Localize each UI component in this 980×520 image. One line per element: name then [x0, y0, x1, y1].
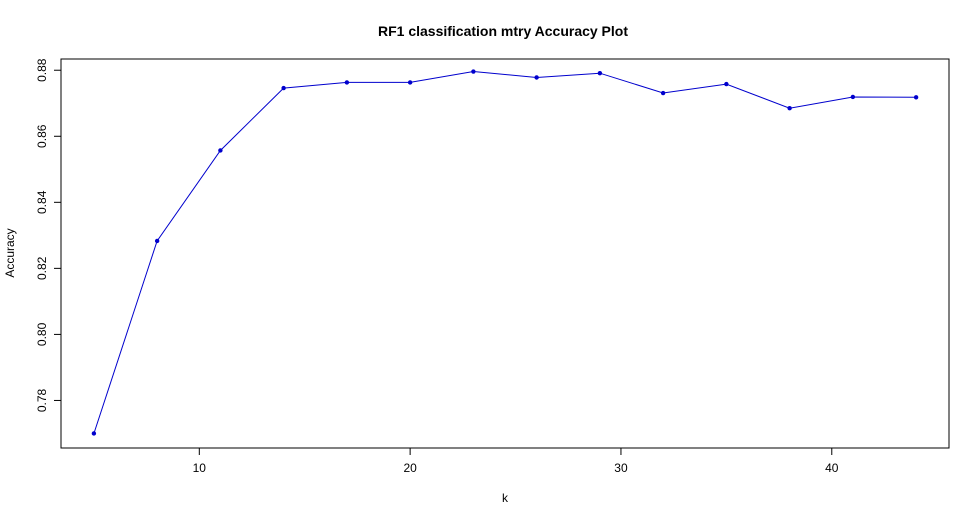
data-point	[344, 80, 350, 85]
chart-title: RF1 classification mtry Accuracy Plot	[378, 23, 628, 39]
data-point	[471, 69, 476, 74]
x-tick-label: 10	[193, 461, 207, 475]
data-point	[597, 70, 603, 76]
y-tick-label: 0.84	[35, 190, 49, 214]
data-point	[724, 81, 729, 87]
y-tick-label: 0.86	[35, 124, 49, 148]
x-tick-label: 40	[825, 461, 839, 475]
data-point	[913, 95, 919, 100]
data-point	[407, 80, 413, 85]
y-tick-label: 0.80	[35, 322, 49, 346]
data-point	[281, 85, 286, 91]
y-tick-label: 0.78	[35, 388, 49, 412]
y-axis-label: Accuracy	[3, 228, 17, 277]
y-tick-label: 0.88	[35, 58, 49, 82]
data-point	[850, 94, 856, 100]
x-axis-label: k	[502, 491, 509, 505]
accuracy-series-line	[93, 70, 917, 434]
y-tick-label: 0.82	[35, 256, 49, 280]
data-point	[218, 148, 223, 153]
data-point	[91, 431, 97, 436]
x-tick-label: 20	[403, 461, 417, 475]
plot-frame	[60, 58, 950, 449]
data-point	[660, 90, 666, 96]
x-tick-label: 30	[614, 461, 628, 475]
data-point	[787, 106, 792, 111]
x-axis: 10 20 30 40	[193, 448, 839, 475]
data-points	[91, 69, 919, 436]
data-point	[154, 238, 160, 244]
y-axis: 0.78 0.80 0.82 0.84 0.86 0.88	[35, 58, 61, 412]
data-point	[534, 75, 539, 80]
